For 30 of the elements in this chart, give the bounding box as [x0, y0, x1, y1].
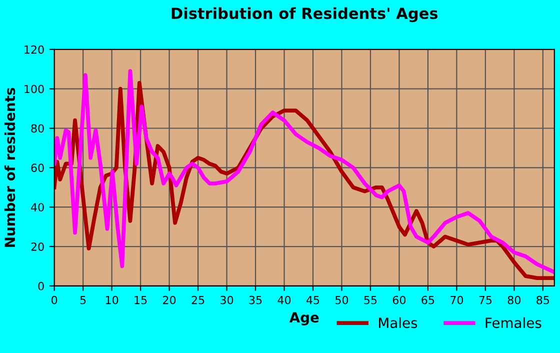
x-tick-label: 35	[249, 296, 262, 304]
x-tick-label: 20	[163, 296, 176, 304]
y-tick-label: 120	[24, 45, 44, 54]
x-tick-label: 5	[80, 296, 86, 304]
x-tick-label: 30	[220, 296, 234, 304]
x-tick-label: 40	[278, 296, 291, 304]
y-tick-label: 80	[31, 124, 44, 133]
y-tick-label: 60	[31, 164, 44, 172]
y-axis-title: Number of residents	[4, 88, 16, 247]
x-tick-label: 80	[508, 296, 520, 304]
x-tick-label: 60	[392, 296, 406, 304]
x-tick-label: 0	[52, 296, 58, 304]
y-tick-label: 40	[31, 203, 44, 212]
x-tick-label: 50	[336, 296, 348, 304]
x-axis-title: Age	[289, 312, 319, 326]
x-tick-label: 55	[364, 296, 377, 304]
chart-title: Distribution of Residents' Ages	[172, 7, 438, 22]
x-tick-label: 70	[450, 296, 464, 304]
legend-label: Males	[379, 317, 418, 328]
x-tick-label: 15	[134, 296, 147, 304]
y-tick-label: 20	[31, 242, 44, 251]
legend-label: Females	[486, 317, 542, 328]
y-tick-label: 100	[24, 84, 44, 94]
x-tick-label: 85	[536, 296, 550, 304]
x-tick-label: 75	[479, 296, 492, 304]
x-tick-label: 45	[306, 296, 320, 304]
x-tick-label: 25	[192, 296, 204, 304]
x-tick-label: 65	[422, 296, 434, 304]
y-tick-label: 0	[38, 282, 44, 290]
x-tick-label: 10	[106, 296, 118, 304]
